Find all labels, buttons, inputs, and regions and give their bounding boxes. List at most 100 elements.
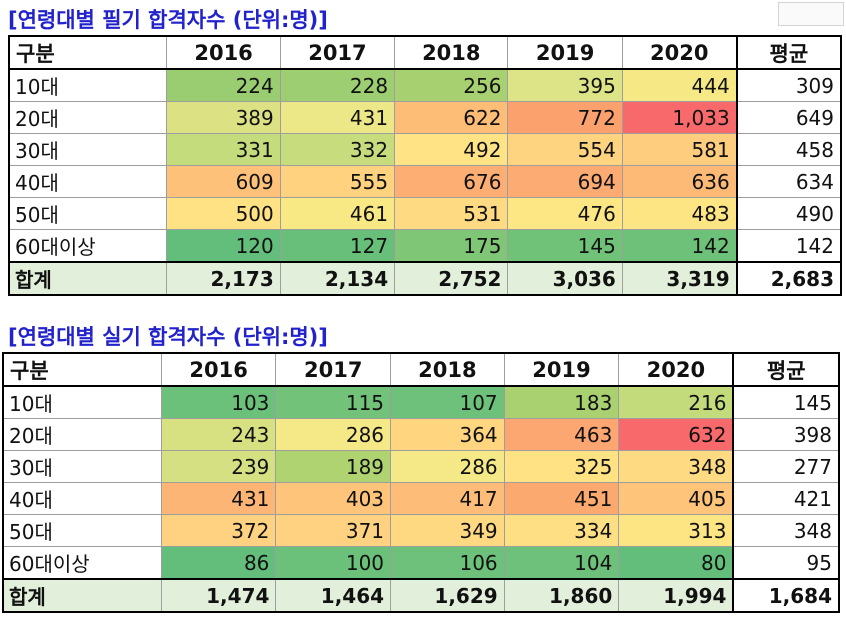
- value-cell[interactable]: 500: [166, 197, 281, 230]
- name-box-cell[interactable]: [778, 2, 844, 26]
- value-cell[interactable]: 632: [618, 418, 734, 451]
- value-cell[interactable]: 216: [618, 385, 734, 419]
- value-cell[interactable]: 1,033: [621, 101, 738, 134]
- total-label-cell[interactable]: 합계: [1, 578, 162, 613]
- average-cell[interactable]: 145: [732, 385, 840, 419]
- value-cell[interactable]: 349: [390, 514, 505, 547]
- row-label-cell[interactable]: 40대: [1, 482, 162, 515]
- column-header[interactable]: 평균: [735, 35, 843, 70]
- value-cell[interactable]: 104: [503, 546, 620, 580]
- average-cell[interactable]: 421: [732, 482, 840, 515]
- average-cell[interactable]: 95: [732, 546, 840, 580]
- total-value-cell[interactable]: 1,994: [618, 578, 734, 613]
- average-cell[interactable]: 634: [735, 165, 843, 198]
- total-value-cell[interactable]: 1,464: [275, 578, 392, 613]
- total-value-cell[interactable]: 1,629: [390, 578, 505, 613]
- column-header[interactable]: 2018: [394, 35, 509, 70]
- value-cell[interactable]: 145: [507, 229, 623, 263]
- total-average-cell[interactable]: 1,684: [732, 578, 840, 613]
- row-label-cell[interactable]: 10대: [1, 385, 162, 419]
- value-cell[interactable]: 325: [503, 450, 620, 483]
- value-cell[interactable]: 239: [160, 450, 277, 483]
- total-value-cell[interactable]: 2,173: [166, 261, 281, 296]
- total-value-cell[interactable]: 3,319: [621, 261, 738, 296]
- total-value-cell[interactable]: 1,474: [160, 578, 277, 613]
- value-cell[interactable]: 371: [275, 514, 392, 547]
- value-cell[interactable]: 224: [166, 68, 281, 102]
- average-cell[interactable]: 142: [735, 229, 843, 263]
- total-value-cell[interactable]: 3,036: [507, 261, 623, 296]
- value-cell[interactable]: 332: [279, 133, 396, 166]
- value-cell[interactable]: 372: [160, 514, 277, 547]
- value-cell[interactable]: 694: [507, 165, 623, 198]
- value-cell[interactable]: 331: [166, 133, 281, 166]
- value-cell[interactable]: 286: [390, 450, 505, 483]
- value-cell[interactable]: 183: [503, 385, 620, 419]
- total-label-cell[interactable]: 합계: [8, 261, 168, 296]
- value-cell[interactable]: 334: [503, 514, 620, 547]
- value-cell[interactable]: 395: [507, 68, 623, 102]
- row-label-cell[interactable]: 10대: [8, 68, 168, 102]
- average-cell[interactable]: 490: [735, 197, 843, 230]
- column-header[interactable]: 구분: [1, 352, 162, 387]
- value-cell[interactable]: 451: [503, 482, 620, 515]
- value-cell[interactable]: 286: [275, 418, 392, 451]
- value-cell[interactable]: 80: [618, 546, 734, 580]
- value-cell[interactable]: 461: [279, 197, 396, 230]
- value-cell[interactable]: 609: [166, 165, 281, 198]
- average-cell[interactable]: 309: [735, 68, 843, 102]
- value-cell[interactable]: 175: [394, 229, 509, 263]
- value-cell[interactable]: 483: [621, 197, 738, 230]
- value-cell[interactable]: 389: [166, 101, 281, 134]
- column-header[interactable]: 평균: [732, 352, 840, 387]
- average-cell[interactable]: 277: [732, 450, 840, 483]
- row-label-cell[interactable]: 40대: [8, 165, 168, 198]
- value-cell[interactable]: 417: [390, 482, 505, 515]
- value-cell[interactable]: 120: [166, 229, 281, 263]
- column-header[interactable]: 구분: [8, 35, 168, 70]
- value-cell[interactable]: 554: [507, 133, 623, 166]
- value-cell[interactable]: 444: [621, 68, 738, 102]
- average-cell[interactable]: 649: [735, 101, 843, 134]
- value-cell[interactable]: 142: [621, 229, 738, 263]
- row-label-cell[interactable]: 50대: [1, 514, 162, 547]
- value-cell[interactable]: 364: [390, 418, 505, 451]
- value-cell[interactable]: 313: [618, 514, 734, 547]
- value-cell[interactable]: 243: [160, 418, 277, 451]
- value-cell[interactable]: 256: [394, 68, 509, 102]
- value-cell[interactable]: 103: [160, 385, 277, 419]
- row-label-cell[interactable]: 30대: [8, 133, 168, 166]
- row-label-cell[interactable]: 50대: [8, 197, 168, 230]
- value-cell[interactable]: 348: [618, 450, 734, 483]
- column-header[interactable]: 2019: [507, 35, 623, 70]
- value-cell[interactable]: 476: [507, 197, 623, 230]
- column-header[interactable]: 2019: [503, 352, 620, 387]
- value-cell[interactable]: 772: [507, 101, 623, 134]
- value-cell[interactable]: 676: [394, 165, 509, 198]
- row-label-cell[interactable]: 60대이상: [8, 229, 168, 263]
- average-cell[interactable]: 458: [735, 133, 843, 166]
- value-cell[interactable]: 555: [279, 165, 396, 198]
- column-header[interactable]: 2020: [621, 35, 738, 70]
- total-value-cell[interactable]: 1,860: [503, 578, 620, 613]
- column-header[interactable]: 2020: [618, 352, 734, 387]
- total-value-cell[interactable]: 2,752: [394, 261, 509, 296]
- value-cell[interactable]: 463: [503, 418, 620, 451]
- column-header[interactable]: 2016: [166, 35, 281, 70]
- value-cell[interactable]: 107: [390, 385, 505, 419]
- value-cell[interactable]: 106: [390, 546, 505, 580]
- value-cell[interactable]: 127: [279, 229, 396, 263]
- value-cell[interactable]: 636: [621, 165, 738, 198]
- row-label-cell[interactable]: 60대이상: [1, 546, 162, 580]
- average-cell[interactable]: 398: [732, 418, 840, 451]
- value-cell[interactable]: 431: [279, 101, 396, 134]
- column-header[interactable]: 2016: [160, 352, 277, 387]
- value-cell[interactable]: 86: [160, 546, 277, 580]
- value-cell[interactable]: 622: [394, 101, 509, 134]
- total-average-cell[interactable]: 2,683: [735, 261, 843, 296]
- value-cell[interactable]: 431: [160, 482, 277, 515]
- value-cell[interactable]: 100: [275, 546, 392, 580]
- value-cell[interactable]: 492: [394, 133, 509, 166]
- row-label-cell[interactable]: 30대: [1, 450, 162, 483]
- value-cell[interactable]: 531: [394, 197, 509, 230]
